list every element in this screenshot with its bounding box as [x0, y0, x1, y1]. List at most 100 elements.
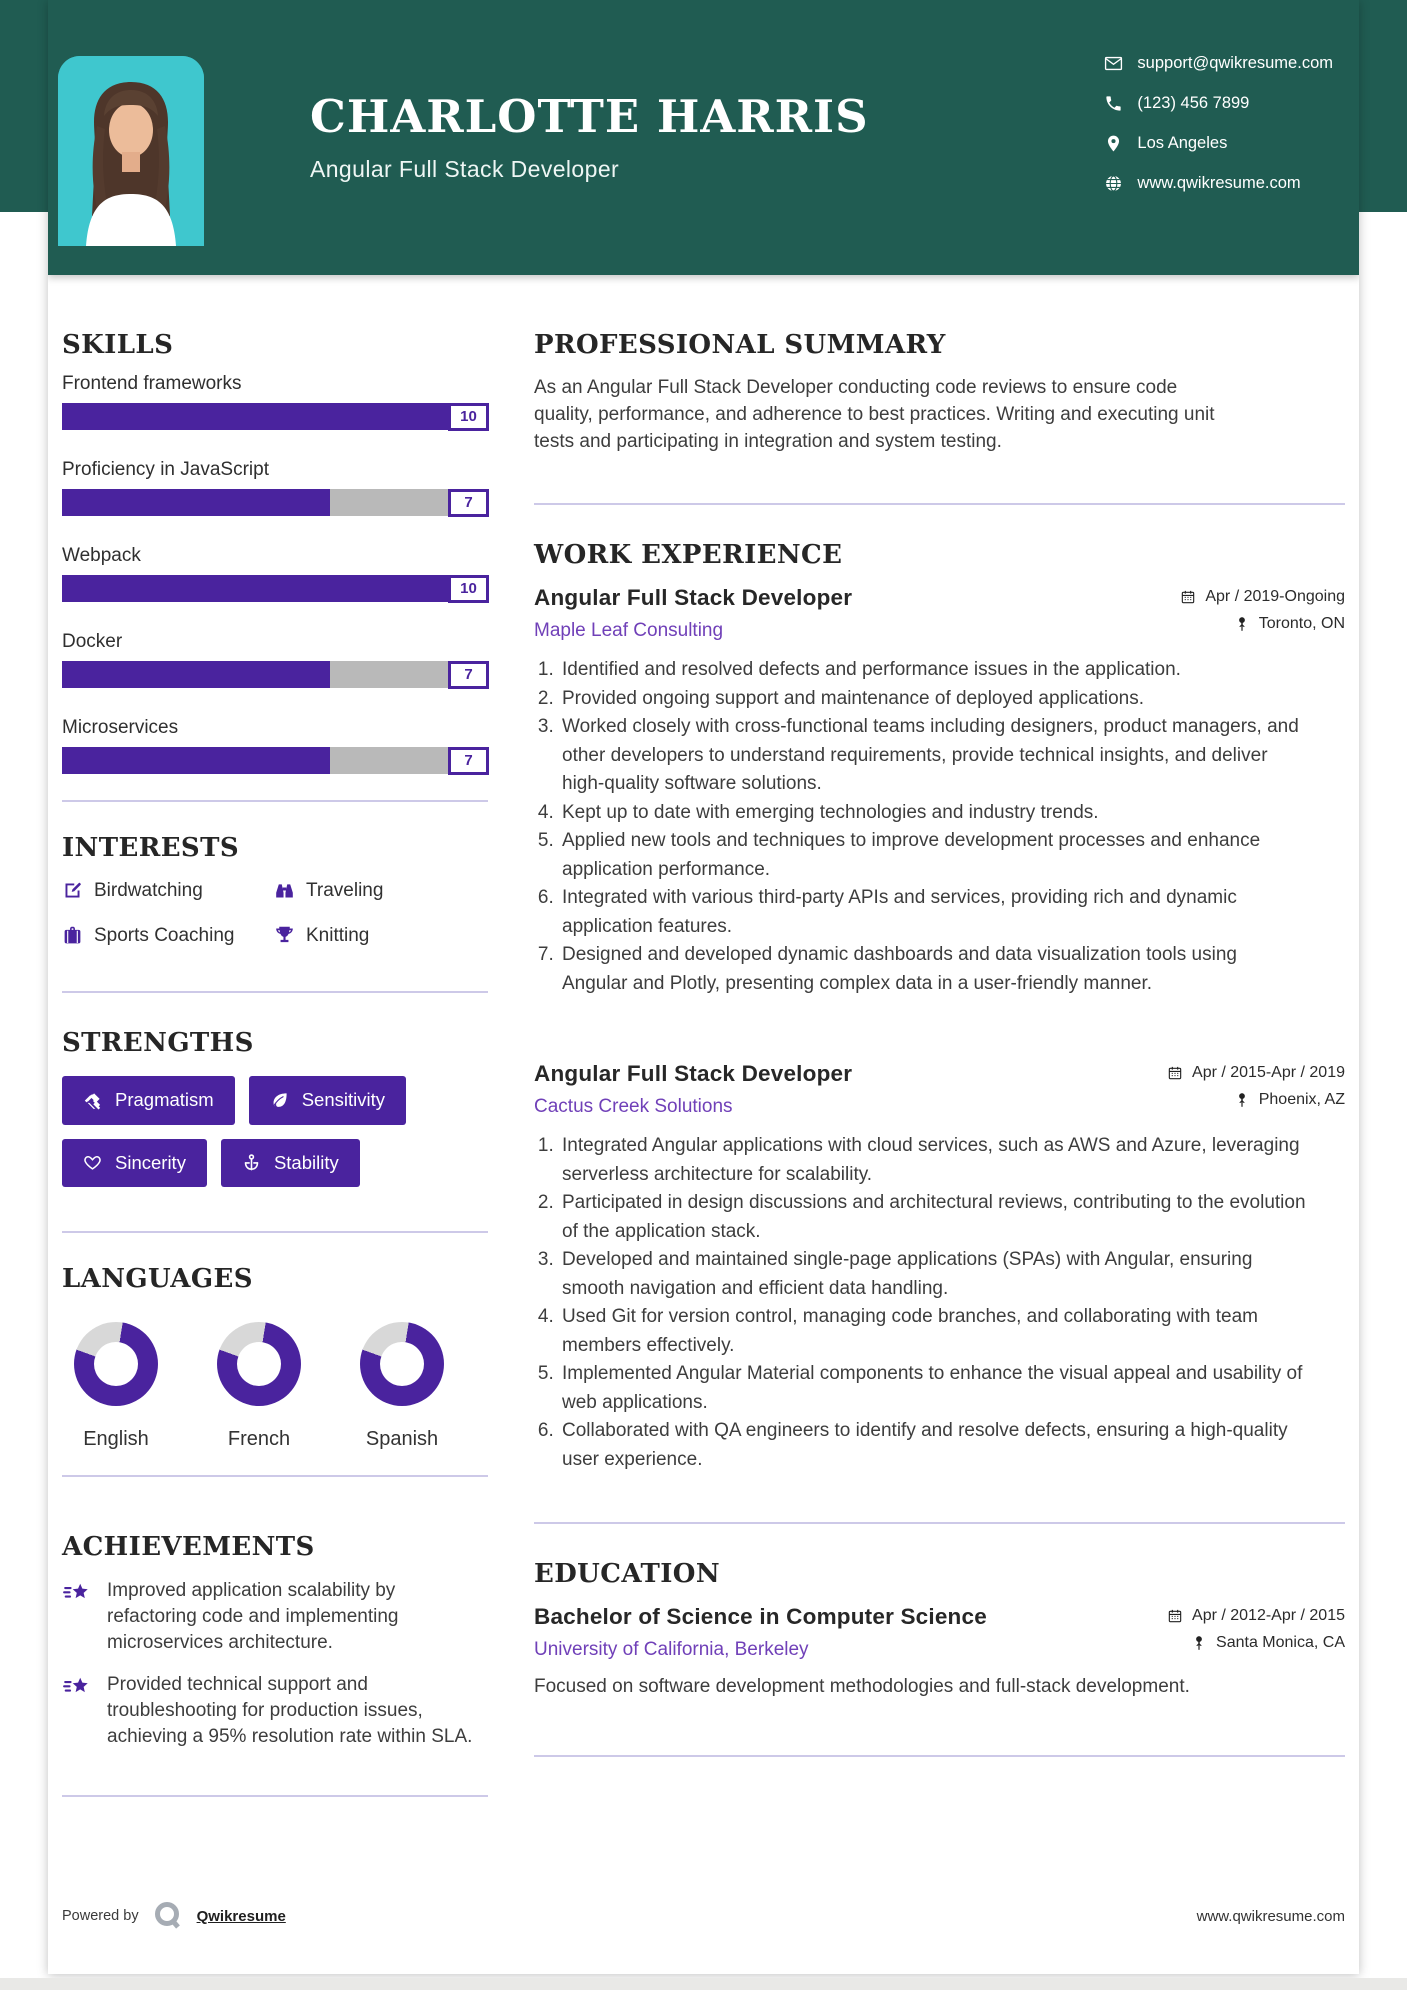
languages-list: English French Spanish — [62, 1321, 488, 1451]
strength-chip: Stability — [220, 1138, 360, 1187]
job-bullet: Implemented Angular Material components … — [559, 1360, 1306, 1417]
job-location-text: Toronto, ON — [1258, 615, 1345, 633]
language-item: English — [74, 1321, 158, 1451]
job-location-text: Phoenix, AZ — [1258, 1091, 1345, 1109]
languages-section: LANGUAGES English French Spanish — [62, 1263, 488, 1477]
skill-score-badge: 7 — [448, 660, 489, 689]
strength-label: Stability — [273, 1151, 339, 1173]
job-bullet: Used Git for version control, managing c… — [559, 1303, 1306, 1360]
strengths-list: Pragmatism Sensitivity Sin — [62, 1076, 482, 1187]
job-company-link[interactable]: Maple Leaf Consulting — [534, 620, 724, 642]
job-company-link[interactable]: Cactus Creek Solutions — [534, 1096, 733, 1118]
candidate-job-title: Angular Full Stack Developer — [310, 155, 620, 182]
contact-location[interactable]: Los Angeles — [1104, 134, 1333, 153]
skills-list: Frontend frameworks 10 Proficiency in Ja… — [62, 370, 489, 775]
location-icon — [1104, 134, 1123, 153]
skill-label: Webpack — [62, 545, 141, 567]
skill-score-badge: 7 — [448, 746, 489, 775]
interest-label: Knitting — [306, 925, 370, 947]
education-location: Santa Monica, CA — [1191, 1634, 1345, 1652]
powered-by-block: Powered by Qwikresume — [62, 1900, 286, 1932]
donut-hole — [380, 1341, 424, 1386]
job-entry: Angular Full Stack Developer Maple Leaf … — [534, 586, 1345, 998]
achievement-text: Improved application scalability by refa… — [107, 1579, 399, 1653]
section-divider — [534, 503, 1345, 506]
contact-email[interactable]: support@qwikresume.com — [1104, 54, 1333, 73]
skill-bar: 7 — [62, 488, 489, 517]
qwikresume-link[interactable]: Qwikresume — [196, 1907, 286, 1925]
skill-item: Docker 7 — [62, 628, 489, 689]
work-experience-heading: WORK EXPERIENCE — [534, 540, 843, 571]
job-bullet: Collaborated with QA engineers to identi… — [559, 1417, 1306, 1474]
summary-heading: PROFESSIONAL SUMMARY — [534, 330, 946, 360]
skill-bar: 10 — [62, 574, 489, 603]
language-item: French — [217, 1321, 301, 1451]
interest-item: Birdwatching — [62, 877, 274, 904]
calendar-icon — [1167, 1065, 1183, 1081]
achievement-item: Provided technical support and troublesh… — [62, 1672, 488, 1750]
pushpin-icon — [1234, 1092, 1250, 1108]
job-bullet: Applied new tools and techniques to impr… — [559, 827, 1306, 884]
powered-by-text: Powered by — [62, 1908, 139, 1924]
education-dates-text: Apr / 2012-Apr / 2015 — [1192, 1607, 1345, 1625]
achievements-section: ACHIEVEMENTS Improved application scalab… — [62, 1531, 488, 1797]
education-header: Bachelor of Science in Computer Science … — [534, 1605, 1345, 1661]
language-label: English — [83, 1427, 149, 1450]
skill-bar-fill — [62, 403, 488, 431]
contact-list: support@qwikresume.com (123) 456 7899 Lo… — [1104, 54, 1333, 193]
work-experience-section: WORK EXPERIENCE Angular Full Stack Devel… — [534, 540, 1345, 1525]
anchor-icon — [242, 1153, 261, 1172]
heart-icon — [83, 1153, 102, 1172]
job-header: Angular Full Stack Developer Cactus Cree… — [534, 1062, 1345, 1118]
job-title: Angular Full Stack Developer — [534, 1061, 853, 1087]
interests-section: INTERESTS Birdwatching Trave — [62, 833, 488, 994]
globe-icon — [1104, 174, 1123, 193]
summary-section: PROFESSIONAL SUMMARY As an Angular Full … — [534, 330, 1345, 506]
contact-website[interactable]: www.qwikresume.com — [1104, 174, 1333, 193]
skill-item: Microservices 7 — [62, 714, 489, 775]
contact-website-text: www.qwikresume.com — [1137, 174, 1301, 192]
job-dates: Apr / 2019-Ongoing — [1180, 588, 1345, 606]
school-link[interactable]: University of California, Berkeley — [534, 1639, 809, 1661]
skills-section: SKILLS Frontend frameworks 10 Proficienc… — [62, 330, 489, 803]
interests-list: Birdwatching Traveling Spo — [62, 877, 488, 949]
skill-item: Proficiency in JavaScript 7 — [62, 456, 489, 517]
language-donut-chart — [217, 1321, 301, 1406]
job-bullet: Identified and resolved defects and perf… — [559, 656, 1306, 685]
job-meta: Apr / 2019-Ongoing Toronto, ON — [1180, 586, 1345, 642]
skill-label: Docker — [62, 631, 123, 653]
binoculars-icon — [274, 880, 295, 901]
skill-bar-fill — [62, 489, 331, 517]
phone-icon — [1104, 94, 1123, 113]
leaf-icon — [270, 1091, 289, 1110]
briefcase-icon — [62, 925, 83, 946]
donut-hole — [237, 1341, 281, 1386]
interest-label: Sports Coaching — [94, 925, 235, 947]
page-bottom-edge — [0, 1978, 1407, 1990]
strength-label: Sincerity — [115, 1151, 186, 1173]
skill-item: Webpack 10 — [62, 542, 489, 603]
language-label: French — [227, 1427, 291, 1450]
achievements-heading: ACHIEVEMENTS — [62, 1531, 315, 1562]
skill-label: Proficiency in JavaScript — [62, 459, 269, 481]
content: SKILLS Frontend frameworks 10 Proficienc… — [48, 275, 1359, 1797]
skill-bar: 7 — [62, 746, 489, 775]
skill-bar-fill — [62, 575, 488, 603]
language-label: Spanish — [365, 1427, 439, 1450]
job-title: Angular Full Stack Developer — [534, 585, 853, 611]
strength-chip: Pragmatism — [62, 1076, 235, 1125]
right-column: PROFESSIONAL SUMMARY As an Angular Full … — [534, 330, 1345, 1797]
contact-phone[interactable]: (123) 456 7899 — [1104, 94, 1333, 113]
languages-heading: LANGUAGES — [62, 1263, 253, 1294]
job-bullet-list: Identified and resolved defects and perf… — [534, 656, 1306, 998]
profile-photo — [58, 56, 204, 246]
education-section: EDUCATION Bachelor of Science in Compute… — [534, 1560, 1345, 1758]
education-description: Focused on software development methodol… — [534, 1676, 1190, 1698]
education-meta: Apr / 2012-Apr / 2015 Santa Monica, CA — [1167, 1605, 1345, 1661]
language-donut-chart — [74, 1321, 158, 1406]
strength-label: Pragmatism — [115, 1089, 214, 1111]
left-column: SKILLS Frontend frameworks 10 Proficienc… — [62, 330, 489, 1797]
job-location: Phoenix, AZ — [1234, 1091, 1345, 1109]
footer-website: www.qwikresume.com — [1196, 1907, 1345, 1925]
strengths-section: STRENGTHS Pragmatism Sensiti — [62, 1029, 488, 1233]
